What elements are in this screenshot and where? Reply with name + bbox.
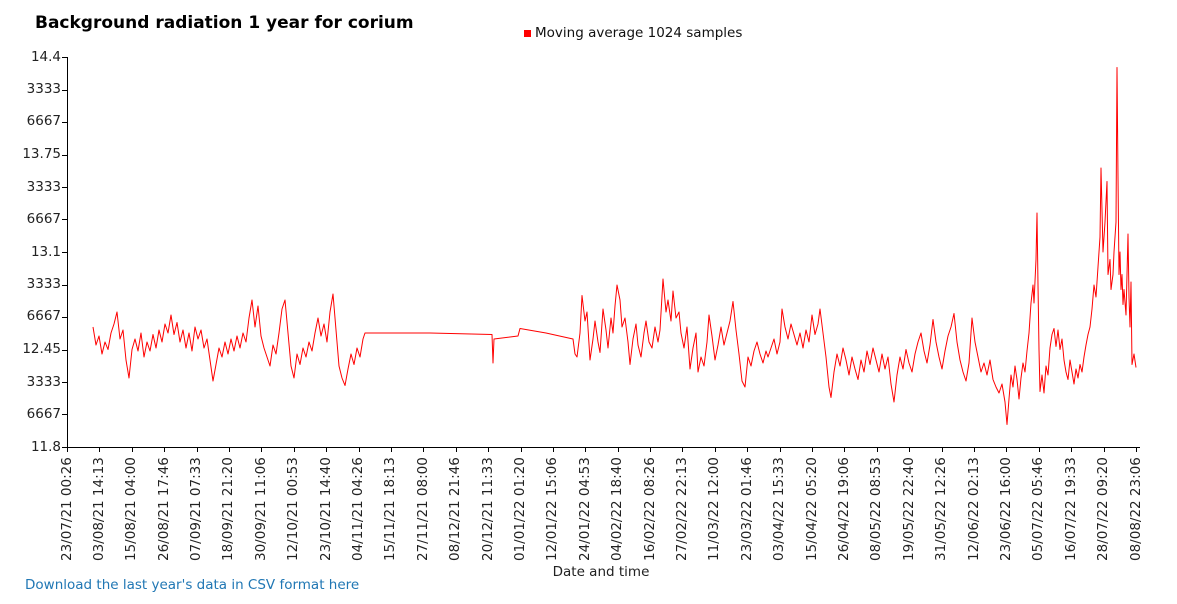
csv-download-link[interactable]: Download the last year's data in CSV for… (25, 577, 360, 593)
y-tick-label: 13.1 (30, 243, 61, 260)
x-tick-label: 15/11/21 18:13 (382, 457, 399, 561)
x-tick-label: 08/08/22 23:06 (1127, 457, 1144, 561)
x-tick-label: 04/02/22 18:40 (609, 457, 626, 561)
y-tick-label: 6667 (26, 210, 61, 227)
x-tick-label: 08/12/21 21:46 (447, 457, 464, 561)
x-tick-label: 30/09/21 11:06 (252, 457, 269, 561)
x-tick-label: 24/01/22 04:53 (576, 457, 593, 561)
x-tick-label: 26/04/22 19:06 (835, 457, 852, 561)
x-tick-label: 23/03/22 01:46 (738, 457, 755, 561)
x-tick-label: 23/06/22 16:00 (997, 457, 1014, 561)
x-tick-label: 15/04/22 05:20 (803, 457, 820, 561)
x-tick-label: 11/03/22 12:00 (706, 457, 723, 561)
x-tick-label: 08/05/22 08:53 (868, 457, 885, 561)
x-tick-label: 19/05/22 22:40 (900, 457, 917, 561)
chart-title: Background radiation 1 year for corium (35, 13, 414, 33)
x-tick-label: 16/07/22 19:33 (1062, 457, 1079, 561)
x-tick-label: 12/01/22 15:06 (544, 457, 561, 561)
x-tick-label: 16/02/22 08:26 (641, 457, 658, 561)
y-tick-label: 12.45 (22, 341, 61, 357)
y-tick-label: 3333 (26, 178, 61, 195)
y-tick-label: 11.8 (30, 438, 61, 455)
x-tick-label: 27/11/21 08:00 (414, 457, 431, 561)
legend-label: Moving average 1024 samples (535, 25, 743, 41)
x-tick-label: 26/08/21 17:46 (155, 457, 172, 561)
x-tick-label: 12/06/22 02:13 (965, 457, 982, 561)
x-tick-label: 31/05/22 12:26 (933, 457, 950, 561)
x-tick-label: 05/07/22 05:46 (1030, 457, 1047, 561)
legend-marker-square (524, 29, 531, 37)
x-tick-label: 12/10/21 00:53 (285, 457, 302, 561)
y-tick-label: 3333 (26, 373, 61, 390)
y-tick-label: 3333 (26, 276, 61, 292)
x-tick-label: 07/09/21 07:33 (188, 457, 205, 561)
data-line-moving-average (92, 67, 1137, 425)
x-axis-title: Date and time (552, 564, 650, 580)
x-tick-label: 01/01/22 01:20 (512, 457, 528, 561)
x-tick-label: 03/08/21 14:13 (90, 457, 107, 561)
x-tick-label: 28/07/22 09:20 (1095, 457, 1112, 561)
axes-and-ticks (62, 57, 1140, 452)
x-tick-label: 23/10/21 14:40 (317, 457, 334, 561)
legend: Moving average 1024 samples (524, 25, 742, 41)
x-tick-label: 04/11/21 04:26 (350, 457, 367, 561)
y-tick-label: 6667 (26, 405, 61, 422)
y-tick-label: 6667 (26, 113, 61, 130)
x-tick-label: 18/09/21 21:20 (220, 457, 237, 561)
y-tick-label: 13.75 (22, 146, 61, 162)
x-tick-label: 23/07/21 00:26 (58, 457, 75, 561)
x-tick-label: 27/02/22 22:13 (673, 457, 690, 561)
x-tick-label: 20/12/21 11:33 (479, 457, 496, 561)
x-tick-label: 03/04/22 15:33 (771, 457, 788, 561)
y-tick-label: 14.4 (30, 48, 61, 65)
y-tick-label: 6667 (26, 308, 61, 325)
y-tick-label: 3333 (26, 81, 61, 97)
x-tick-label: 15/08/21 04:00 (123, 457, 140, 561)
